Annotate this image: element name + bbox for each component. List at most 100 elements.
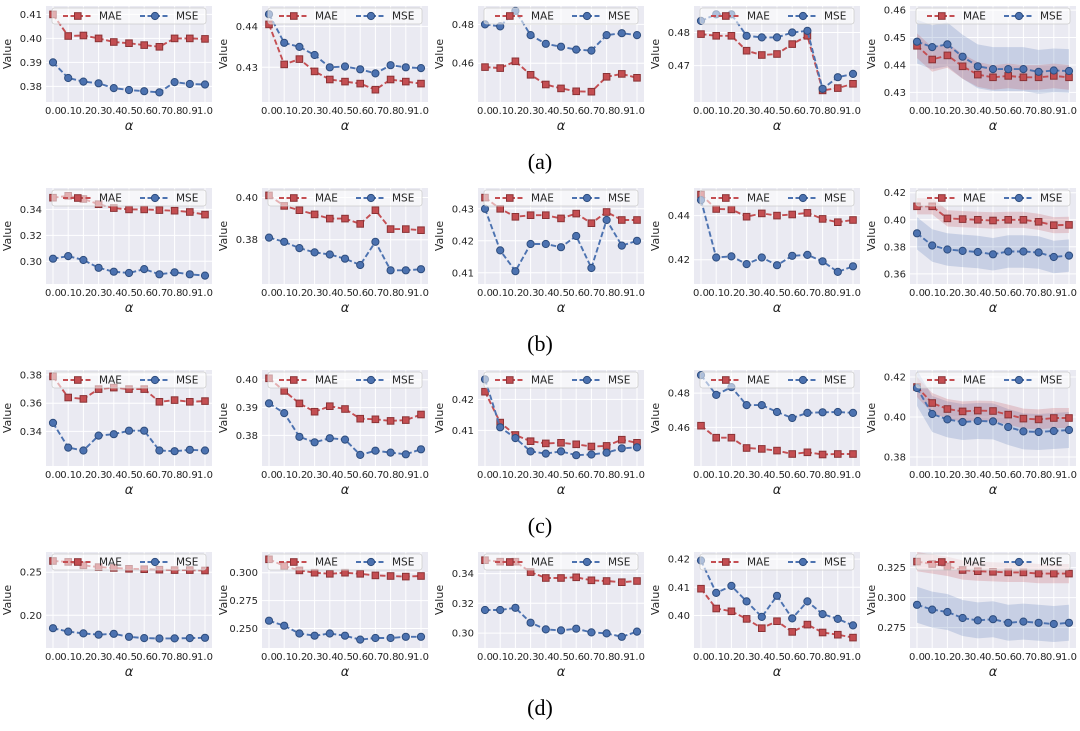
mae-marker xyxy=(155,43,164,51)
mae-marker xyxy=(557,439,565,447)
svg-text:0.0: 0.0 xyxy=(693,288,709,299)
mse-marker xyxy=(325,629,334,638)
svg-text:0.40: 0.40 xyxy=(236,193,258,204)
mae-marker xyxy=(542,211,550,219)
x-axis-label: α xyxy=(773,483,782,498)
row-caption-c: (c) xyxy=(527,513,553,538)
mae-marker xyxy=(697,584,705,593)
mse-marker xyxy=(602,629,611,638)
mse-line xyxy=(268,236,422,272)
y-axis-label: Value xyxy=(649,403,662,433)
svg-text:0.7: 0.7 xyxy=(583,652,599,663)
mse-marker xyxy=(48,418,58,428)
svg-text:0.8: 0.8 xyxy=(1031,652,1047,663)
svg-text:0.7: 0.7 xyxy=(799,652,815,663)
svg-text:0.5: 0.5 xyxy=(121,106,137,117)
mse-marker xyxy=(79,446,88,455)
svg-text:0.8: 0.8 xyxy=(599,288,615,299)
svg-text:0.5: 0.5 xyxy=(337,288,353,299)
svg-text:1.0: 1.0 xyxy=(413,288,429,299)
mse-marker xyxy=(727,252,736,261)
mse-marker xyxy=(185,270,194,279)
mae-marker xyxy=(587,87,596,96)
mse-marker xyxy=(712,588,721,598)
svg-text:0.8: 0.8 xyxy=(815,288,831,299)
x-axis-label: α xyxy=(989,665,998,680)
mse-marker xyxy=(772,33,782,42)
y-axis-tick-labels: 0.46 0.48 xyxy=(452,20,474,70)
x-axis-label: α xyxy=(341,119,350,134)
legend-mae-marker xyxy=(506,194,514,202)
svg-text:0.8: 0.8 xyxy=(167,288,183,299)
svg-text:0.0: 0.0 xyxy=(261,288,277,299)
svg-text:0.9: 0.9 xyxy=(1046,652,1062,663)
x-axis-tick-labels: 0.0 0.1 0.2 0.3 0.4 0.5 0.6 0.7 0.8 0.9 1.0 xyxy=(693,652,861,663)
svg-text:0.6: 0.6 xyxy=(1000,288,1016,299)
svg-text:0.0: 0.0 xyxy=(261,470,277,481)
mse-marker xyxy=(602,30,611,40)
mse-marker xyxy=(401,450,410,459)
mae-marker xyxy=(818,450,827,459)
mae-marker xyxy=(186,34,194,43)
mse-marker xyxy=(480,605,490,615)
mae-marker xyxy=(341,77,349,86)
mae-marker xyxy=(1050,221,1058,230)
x-axis-tick-labels: 0.0 0.1 0.2 0.3 0.4 0.5 0.6 0.7 0.8 0.9 1.0 xyxy=(477,652,645,663)
svg-text:0.9: 0.9 xyxy=(830,288,846,299)
mae-line xyxy=(917,205,1070,227)
mse-series xyxy=(696,556,858,630)
mse-series xyxy=(480,603,642,641)
mse-marker xyxy=(371,69,380,78)
svg-text:0.6: 0.6 xyxy=(784,470,800,481)
mae-marker xyxy=(958,62,967,71)
mse-marker xyxy=(200,446,210,455)
mae-marker xyxy=(727,32,736,40)
mae-marker xyxy=(326,402,334,411)
legend: MAE MSE xyxy=(699,7,855,25)
y-axis-label: Value xyxy=(433,221,446,251)
svg-text:0.9: 0.9 xyxy=(1046,288,1062,299)
svg-text:0.8: 0.8 xyxy=(599,106,615,117)
svg-text:0.0: 0.0 xyxy=(693,470,709,481)
svg-text:0.8: 0.8 xyxy=(1031,106,1047,117)
svg-text:0.6: 0.6 xyxy=(136,106,152,117)
svg-text:0.8: 0.8 xyxy=(599,652,615,663)
mse-marker xyxy=(727,581,736,591)
mae-marker xyxy=(1019,73,1028,82)
svg-text:0.2: 0.2 xyxy=(291,106,307,117)
mse-marker xyxy=(185,79,194,89)
x-axis-label: α xyxy=(341,301,350,316)
mse-marker xyxy=(772,407,782,417)
x-axis-tick-labels: 0.0 0.1 0.2 0.3 0.4 0.5 0.6 0.7 0.8 0.9 1.0 xyxy=(261,106,429,117)
legend-mse-marker xyxy=(366,557,376,567)
mse-marker xyxy=(973,416,982,426)
svg-text:0.7: 0.7 xyxy=(799,470,815,481)
y-axis-label: Value xyxy=(865,221,878,251)
y-axis-tick-labels: 0.30 0.32 0.34 xyxy=(452,569,474,640)
mse-marker xyxy=(1049,66,1058,75)
mse-series xyxy=(912,383,1074,437)
mse-marker xyxy=(712,390,721,399)
svg-text:0.250: 0.250 xyxy=(229,624,258,635)
mae-marker xyxy=(341,405,349,413)
svg-text:0.44: 0.44 xyxy=(884,61,906,72)
mae-marker xyxy=(834,84,842,92)
legend-mse-label: MSE xyxy=(824,11,846,23)
legend: MAE MSE xyxy=(483,371,639,389)
mae-line xyxy=(916,45,1070,79)
svg-text:0.2: 0.2 xyxy=(291,288,307,299)
legend-mse-marker xyxy=(366,375,376,385)
x-axis-tick-labels: 0.0 0.1 0.2 0.3 0.4 0.5 0.6 0.7 0.8 0.9 1.0 xyxy=(261,652,429,663)
svg-text:0.30: 0.30 xyxy=(452,629,474,640)
svg-text:0.41: 0.41 xyxy=(20,10,42,21)
mse-marker xyxy=(109,84,118,93)
svg-text:0.9: 0.9 xyxy=(182,106,198,117)
x-axis-tick-labels: 0.0 0.1 0.2 0.3 0.4 0.5 0.6 0.7 0.8 0.9 1.0 xyxy=(45,106,213,117)
mse-marker xyxy=(602,215,611,225)
mae-marker xyxy=(989,73,997,82)
legend-mse-label: MSE xyxy=(392,11,414,23)
mse-marker xyxy=(1034,618,1043,627)
chart-strip-b: MAE MSE 0.30 0.32 0.34 0.0 0.1 0.2 0.3 0.4 0.5 0.6 0… xyxy=(0,182,1080,327)
